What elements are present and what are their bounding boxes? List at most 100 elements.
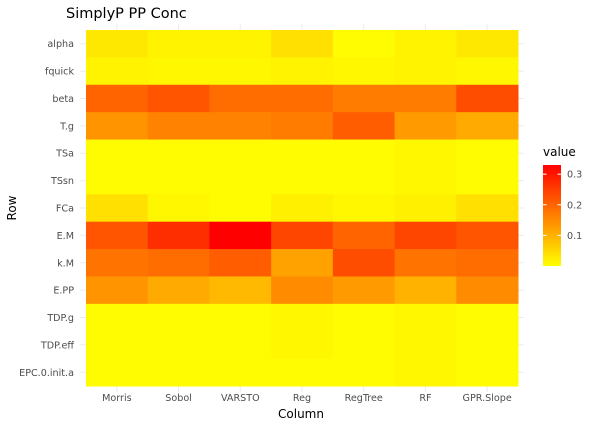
y-tick-label: FCa <box>56 204 74 215</box>
heatmap-cell-TDP.g-RF <box>394 303 457 332</box>
heatmap-cell-TDP.g-Morris <box>86 303 149 332</box>
y-tick-label: beta <box>52 94 74 105</box>
heatmap-cell-EPC.0.init.a-RF <box>394 358 457 387</box>
heatmap-cell-k.M-GPR.Slope <box>456 249 519 277</box>
heatmap-cell-E.PP-GPR.Slope <box>456 276 519 305</box>
heatmap-cell-k.M-RegTree <box>332 249 396 277</box>
heatmap-cell-fquick-Sobol <box>147 57 210 86</box>
heatmap-cell-T.g-RegTree <box>332 112 396 141</box>
y-tick-label: alpha <box>47 39 74 50</box>
heatmap-cell-FCa-RegTree <box>332 194 396 223</box>
heatmap-cell-E.M-RF <box>394 221 457 250</box>
heatmap-cell-TSa-RegTree <box>332 139 396 168</box>
heatmap-cell-TSsn-GPR.Slope <box>456 166 519 195</box>
heatmap-cell-FCa-RF <box>394 194 457 223</box>
x-tick-label: Reg <box>293 393 311 404</box>
heatmap-cell-T.g-Reg <box>271 112 334 141</box>
heatmap-cell-E.PP-Sobol <box>147 276 210 305</box>
heatmap-cell-alpha-Morris <box>86 30 149 58</box>
heatmap-cell-alpha-RF <box>394 30 457 58</box>
y-tick-label: TSa <box>55 149 74 160</box>
heatmap-cell-beta-GPR.Slope <box>456 84 519 113</box>
heatmap-cell-FCa-Reg <box>271 194 334 223</box>
heatmap-cell-TSsn-Morris <box>86 166 149 195</box>
heatmap-cell-TSa-GPR.Slope <box>456 139 519 168</box>
y-tick-label: TDP.g <box>46 313 74 324</box>
heatmap-cell-TSsn-Reg <box>271 166 334 195</box>
heatmap-cell-EPC.0.init.a-Reg <box>271 358 334 387</box>
heatmap-cell-E.M-VARSTO <box>209 221 272 250</box>
color-legend: value 0.1 0.2 0.3 <box>543 145 582 266</box>
heatmap-cell-beta-VARSTO <box>209 84 272 113</box>
y-axis-title: Row <box>5 195 19 220</box>
y-axis-ticks: alpha fquick beta T.g TSa TSsn FCa E.M k.M E.PP TD… <box>19 39 74 379</box>
heatmap-cell-alpha-Reg <box>271 30 334 58</box>
heatmap-cell-TSsn-RegTree <box>332 166 396 195</box>
legend-title: value <box>543 145 576 159</box>
heatmap-cell-TDP.eff-Reg <box>271 331 334 360</box>
x-tick-label: RegTree <box>345 393 383 404</box>
heatmap-cell-k.M-RF <box>394 249 457 277</box>
heatmap-cell-k.M-Sobol <box>147 249 210 277</box>
heatmap-cell-alpha-VARSTO <box>209 30 272 58</box>
heatmap-cell-EPC.0.init.a-Morris <box>86 358 149 387</box>
heatmap-cell-EPC.0.init.a-GPR.Slope <box>456 358 519 387</box>
heatmap-cell-fquick-Reg <box>271 57 334 86</box>
heatmap-cell-alpha-Sobol <box>147 30 210 58</box>
heatmap-cell-EPC.0.init.a-VARSTO <box>209 358 272 387</box>
heatmap-cell-EPC.0.init.a-Sobol <box>147 358 210 387</box>
legend-tick-label: 0.2 <box>567 200 582 211</box>
heatmap-cell-TSsn-Sobol <box>147 166 210 195</box>
heatmap-cell-TDP.eff-RF <box>394 331 457 360</box>
y-tick-label: E.PP <box>53 286 74 297</box>
x-axis-ticks: Morris Sobol VARSTO Reg RegTree RF GPR.Slope <box>102 393 512 404</box>
heatmap-cell-FCa-Sobol <box>147 194 210 223</box>
heatmap-cell-beta-Sobol <box>147 84 210 113</box>
x-tick-label: Sobol <box>165 393 192 404</box>
heatmap-cell-TDP.g-Reg <box>271 303 334 332</box>
y-tick-label: TDP.eff <box>40 340 74 351</box>
heatmap-cell-FCa-Morris <box>86 194 149 223</box>
heatmap-cell-E.M-Reg <box>271 221 334 250</box>
heatmap-cell-fquick-Morris <box>86 57 149 86</box>
heatmap-cells <box>86 30 519 387</box>
heatmap-cell-alpha-GPR.Slope <box>456 30 519 58</box>
x-axis-title: Column <box>278 407 324 421</box>
legend-tick-label: 0.3 <box>567 170 582 181</box>
x-tick-label: VARSTO <box>221 393 260 404</box>
y-tick-label: T.g <box>59 121 74 132</box>
heatmap-cell-TSa-RF <box>394 139 457 168</box>
heatmap-cell-TDP.eff-GPR.Slope <box>456 331 519 360</box>
heatmap-cell-TDP.g-VARSTO <box>209 303 272 332</box>
y-tick-label: k.M <box>57 258 74 269</box>
heatmap-cell-TDP.eff-VARSTO <box>209 331 272 360</box>
heatmap-cell-beta-RegTree <box>332 84 396 113</box>
heatmap-cell-TSa-Reg <box>271 139 334 168</box>
heatmap-cell-FCa-GPR.Slope <box>456 194 519 223</box>
heatmap-cell-fquick-VARSTO <box>209 57 272 86</box>
x-tick-label: Morris <box>102 393 132 404</box>
heatmap-cell-beta-RF <box>394 84 457 113</box>
y-tick-label: TSsn <box>50 176 74 187</box>
y-tick-label: EPC.0.init.a <box>19 368 74 379</box>
heatmap-cell-E.M-Sobol <box>147 221 210 250</box>
heatmap-cell-TSa-Sobol <box>147 139 210 168</box>
heatmap-cell-E.M-RegTree <box>332 221 396 250</box>
heatmap-cell-T.g-GPR.Slope <box>456 112 519 141</box>
y-tick-label: E.M <box>57 231 74 242</box>
heatmap-cell-k.M-Morris <box>86 249 149 277</box>
chart-title: SimplyP PP Conc <box>66 6 187 22</box>
legend-ticks: 0.1 0.2 0.3 <box>543 170 582 242</box>
heatmap-cell-TDP.g-Sobol <box>147 303 210 332</box>
x-tick-label: GPR.Slope <box>463 393 512 404</box>
heatmap-cell-fquick-RegTree <box>332 57 396 86</box>
heatmap-cell-beta-Morris <box>86 84 149 113</box>
heatmap-cell-alpha-RegTree <box>332 30 396 58</box>
heatmap-cell-fquick-GPR.Slope <box>456 57 519 86</box>
heatmap-cell-TDP.eff-Sobol <box>147 331 210 360</box>
heatmap-cell-T.g-RF <box>394 112 457 141</box>
heatmap-cell-E.PP-Morris <box>86 276 149 305</box>
heatmap-cell-TDP.eff-Morris <box>86 331 149 360</box>
heatmap-cell-TDP.eff-RegTree <box>332 331 396 360</box>
heatmap-cell-T.g-Morris <box>86 112 149 141</box>
